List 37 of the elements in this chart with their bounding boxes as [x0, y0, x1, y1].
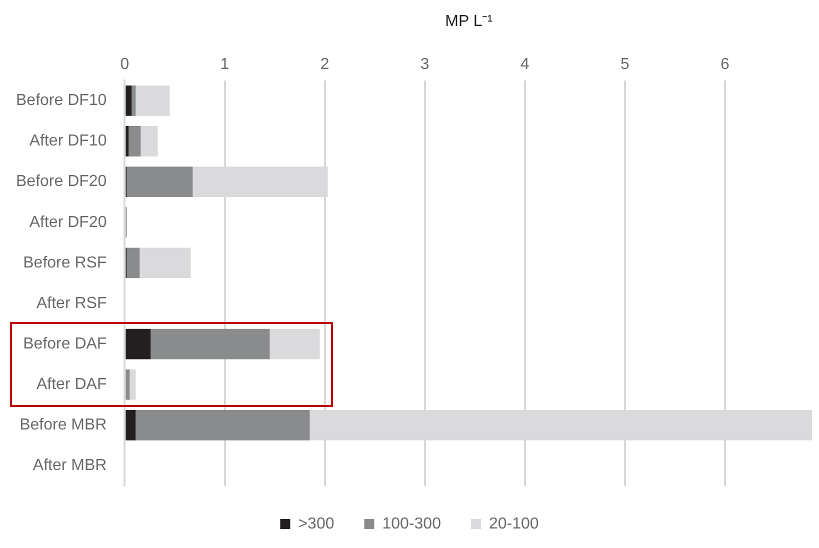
x-tick-label: 6: [720, 56, 730, 74]
bar: [126, 166, 193, 198]
y-tick-label: After MBR: [32, 457, 107, 474]
bar: [136, 410, 310, 440]
y-tick-label: Before RSF: [23, 254, 107, 272]
x-tick-label: 4: [520, 56, 530, 74]
x-tick-label: 0: [120, 56, 130, 74]
bar: [126, 126, 129, 156]
bar: [126, 328, 151, 360]
y-tick-label: Before MBR: [20, 416, 107, 434]
bar: [128, 126, 141, 156]
y-tick-label: After DF10: [29, 132, 107, 150]
bar: [270, 328, 320, 360]
y-tick-label: Before DAF: [23, 335, 107, 352]
bar: [126, 369, 130, 400]
x-tick-label: 1: [220, 56, 230, 74]
x-tick-label: 5: [620, 56, 630, 74]
bar: [140, 126, 158, 156]
y-tick-label: After DF20: [29, 214, 107, 231]
bar: [132, 85, 136, 116]
bar: [140, 248, 191, 278]
x-tick-label: 2: [320, 56, 330, 74]
bar: [136, 85, 170, 116]
x-tick-label: 3: [420, 56, 430, 74]
bar: [150, 328, 270, 360]
y-tick-label: Before DF10: [16, 92, 107, 110]
y-tick-label: After DAF: [36, 376, 107, 394]
y-tick-label: Before DF20: [16, 173, 107, 190]
legend-label: 20-100: [488, 515, 539, 532]
y-tick-label: After RSF: [36, 294, 107, 312]
bar: [130, 369, 136, 400]
legend-label: >300: [298, 515, 334, 532]
legend-label: 100-300: [382, 515, 442, 532]
bar: [126, 248, 140, 278]
bar: [126, 85, 132, 116]
x-axis-title: MP L⁻¹: [445, 13, 493, 30]
bar: [126, 410, 136, 440]
